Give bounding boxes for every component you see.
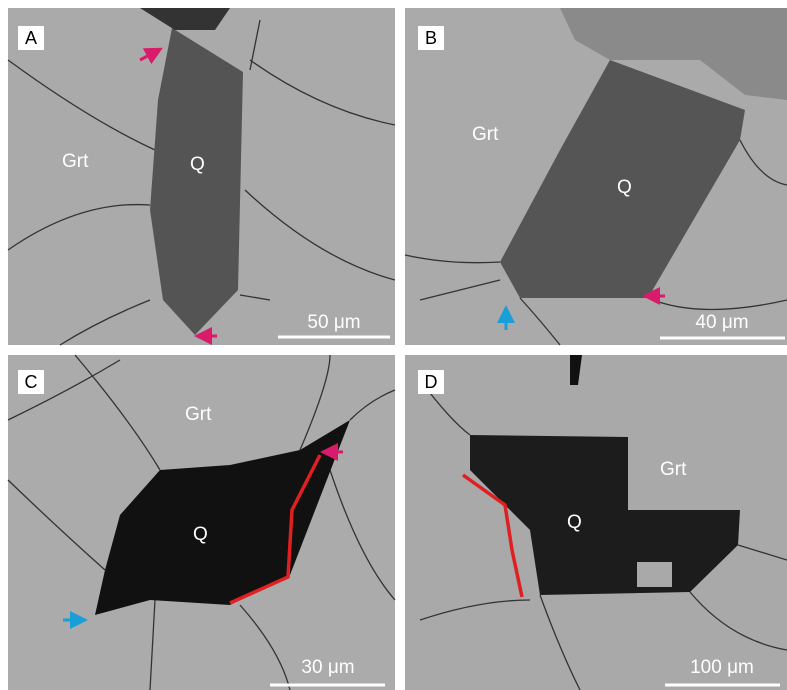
quartz bbox=[150, 28, 243, 335]
panel-d: D Grt Q 100 μm bbox=[405, 355, 787, 690]
inclusion-label: Q bbox=[190, 154, 205, 175]
hole bbox=[637, 562, 672, 587]
host-label: Grt bbox=[62, 151, 89, 172]
panel-c: C Grt Q 30 μm bbox=[8, 355, 395, 690]
scale-label: 50 μm bbox=[307, 312, 360, 333]
panel-label: C bbox=[25, 372, 38, 392]
panel-label: D bbox=[425, 372, 438, 392]
figure: A Grt Q 50 μm B Grt Q 40 μm C Grt Q 30 μ… bbox=[0, 0, 787, 690]
panel-label: B bbox=[425, 28, 437, 48]
host-label: Grt bbox=[472, 124, 499, 145]
panel-b: B Grt Q 40 μm bbox=[405, 8, 787, 345]
scale-label: 30 μm bbox=[301, 657, 354, 678]
inclusion-label: Q bbox=[617, 177, 632, 198]
inclusion-label: Q bbox=[567, 512, 582, 533]
scale-label: 40 μm bbox=[695, 312, 748, 333]
host-label: Grt bbox=[185, 404, 212, 425]
inclusion-label: Q bbox=[193, 524, 208, 545]
host-label: Grt bbox=[660, 459, 687, 480]
scale-label: 100 μm bbox=[690, 657, 754, 678]
panel-label: A bbox=[25, 28, 37, 48]
panel-a: A Grt Q 50 μm bbox=[8, 8, 395, 345]
